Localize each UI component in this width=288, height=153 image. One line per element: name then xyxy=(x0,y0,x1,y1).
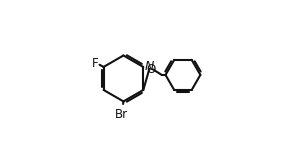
Text: N: N xyxy=(145,60,154,73)
Text: Br: Br xyxy=(115,108,128,121)
Text: F: F xyxy=(92,57,98,70)
Text: O: O xyxy=(147,63,156,76)
